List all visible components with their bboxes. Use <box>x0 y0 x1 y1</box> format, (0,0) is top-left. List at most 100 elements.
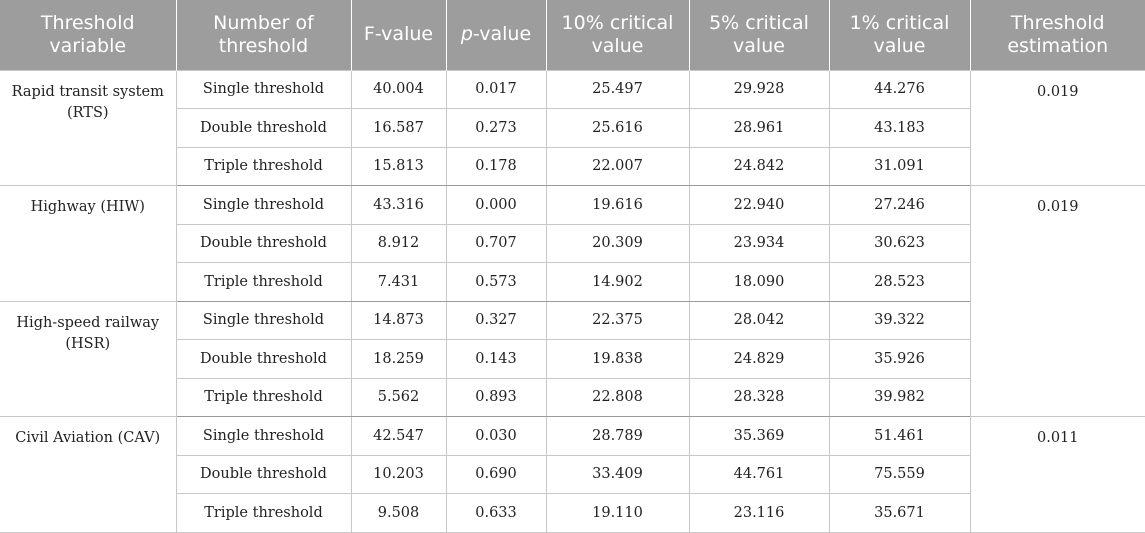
threshold-variable-hiw: Highway (HIW) <box>0 185 177 302</box>
f-value: 40.004 <box>350 69 447 109</box>
number-of-threshold: Single threshold <box>175 185 352 225</box>
header-threshold-variable: Threshold variable <box>0 0 177 70</box>
header-threshold-estimation: Threshold estimation <box>970 0 1145 70</box>
header-5pct-critical-value: 5% critical value <box>689 0 830 70</box>
f-value: 8.912 <box>350 223 447 263</box>
threshold-estimation-hiw: 0.019 <box>969 185 1145 417</box>
f-value: 5.562 <box>350 377 447 417</box>
f-value: 9.508 <box>350 493 447 533</box>
number-of-threshold: Double threshold <box>175 454 352 494</box>
f-value: 43.316 <box>350 185 447 225</box>
threshold-variable-cav: Civil Aviation (CAV) <box>0 416 177 533</box>
critical-value-1: 39.982 <box>828 377 971 417</box>
header-p-value: p-value <box>446 0 547 70</box>
critical-value-5: 29.928 <box>688 69 830 109</box>
critical-value-1: 75.559 <box>828 454 971 494</box>
number-of-threshold: Single threshold <box>175 300 352 340</box>
critical-value-5: 28.042 <box>688 300 830 340</box>
header-row: Threshold variable Number of threshold F… <box>0 0 1145 70</box>
table-row: Highway (HIW) Single threshold 43.316 0.… <box>0 185 1145 417</box>
threshold-variable-rts: Rapid transit system (RTS) <box>0 69 177 186</box>
critical-value-1: 51.461 <box>828 416 971 456</box>
critical-value-1: 27.246 <box>828 185 971 225</box>
number-of-threshold: Triple threshold <box>175 262 352 302</box>
table-row: Double threshold 8.912 0.707 20.309 23.9… <box>0 223 1145 263</box>
critical-value-10: 20.309 <box>545 223 690 263</box>
threshold-estimation-rts: 0.019 <box>969 69 1145 186</box>
p-value: 0.573 <box>445 262 547 302</box>
critical-value-5: 23.116 <box>688 493 830 533</box>
critical-value-10: 22.375 <box>545 300 690 340</box>
p-value: 0.178 <box>445 146 547 186</box>
p-value: 0.327 <box>445 300 547 340</box>
critical-value-5: 28.961 <box>688 108 830 148</box>
p-value: 0.143 <box>445 339 547 379</box>
header-number-of-threshold: Number of threshold <box>176 0 352 70</box>
p-value: 0.893 <box>445 377 547 417</box>
table-row: Rapid transit system (RTS) Single thresh… <box>0 69 1145 186</box>
critical-value-10: 33.409 <box>545 454 690 494</box>
number-of-threshold: Triple threshold <box>175 493 352 533</box>
f-value: 42.547 <box>350 416 447 456</box>
f-value: 18.259 <box>350 339 447 379</box>
table-row: Triple threshold 5.562 0.893 22.808 28.3… <box>0 377 1145 417</box>
critical-value-5: 22.940 <box>688 185 830 225</box>
critical-value-1: 31.091 <box>828 146 971 186</box>
number-of-threshold: Triple threshold <box>175 377 352 417</box>
critical-value-1: 35.671 <box>828 493 971 533</box>
header-f-value: F-value <box>351 0 447 70</box>
table-row: Double threshold 18.259 0.143 19.838 24.… <box>0 339 1145 379</box>
p-value: 0.017 <box>445 69 547 109</box>
header-1pct-critical-value: 1% critical value <box>829 0 971 70</box>
number-of-threshold: Double threshold <box>175 339 352 379</box>
number-of-threshold: Double threshold <box>175 223 352 263</box>
critical-value-5: 24.842 <box>688 146 830 186</box>
table-row: Triple threshold 7.431 0.573 14.902 18.0… <box>0 262 1145 302</box>
f-value: 14.873 <box>350 300 447 340</box>
critical-value-1: 30.623 <box>828 223 971 263</box>
critical-value-1: 39.322 <box>828 300 971 340</box>
critical-value-10: 19.616 <box>545 185 690 225</box>
critical-value-10: 28.789 <box>545 416 690 456</box>
critical-value-5: 28.328 <box>688 377 830 417</box>
critical-value-10: 19.110 <box>545 493 690 533</box>
critical-value-5: 24.829 <box>688 339 830 379</box>
critical-value-5: 44.761 <box>688 454 830 494</box>
critical-value-1: 44.276 <box>828 69 971 109</box>
table-row: Triple threshold 9.508 0.633 19.110 23.1… <box>0 493 1145 533</box>
critical-value-5: 23.934 <box>688 223 830 263</box>
critical-value-10: 19.838 <box>545 339 690 379</box>
critical-value-1: 28.523 <box>828 262 971 302</box>
table-row: Triple threshold 15.813 0.178 22.007 24.… <box>0 146 1145 186</box>
table-row: High-speed railway (HSR) Single threshol… <box>0 300 1145 417</box>
critical-value-1: 35.926 <box>828 339 971 379</box>
critical-value-1: 43.183 <box>828 108 971 148</box>
table-row: Double threshold 10.203 0.690 33.409 44.… <box>0 454 1145 494</box>
number-of-threshold: Triple threshold <box>175 146 352 186</box>
p-value: 0.000 <box>445 185 547 225</box>
number-of-threshold: Single threshold <box>175 69 352 109</box>
p-value: 0.273 <box>445 108 547 148</box>
f-value: 7.431 <box>350 262 447 302</box>
header-10pct-critical-value: 10% critical value <box>546 0 690 70</box>
f-value: 10.203 <box>350 454 447 494</box>
header-p-value-suffix: -value <box>472 23 532 46</box>
number-of-threshold: Single threshold <box>175 416 352 456</box>
threshold-variable-hsr: High-speed railway (HSR) <box>0 300 177 417</box>
f-value: 15.813 <box>350 146 447 186</box>
critical-value-10: 14.902 <box>545 262 690 302</box>
f-value: 16.587 <box>350 108 447 148</box>
critical-value-5: 18.090 <box>688 262 830 302</box>
table-row: Double threshold 16.587 0.273 25.616 28.… <box>0 108 1145 148</box>
p-value: 0.707 <box>445 223 547 263</box>
threshold-estimation-cav: 0.011 <box>969 416 1145 533</box>
critical-value-10: 25.497 <box>545 69 690 109</box>
p-value: 0.633 <box>445 493 547 533</box>
table-header: Threshold variable Number of threshold F… <box>0 0 1145 70</box>
critical-value-10: 22.808 <box>545 377 690 417</box>
critical-value-10: 25.616 <box>545 108 690 148</box>
table-row: Civil Aviation (CAV) Single threshold 42… <box>0 416 1145 533</box>
number-of-threshold: Double threshold <box>175 108 352 148</box>
critical-value-5: 35.369 <box>688 416 830 456</box>
